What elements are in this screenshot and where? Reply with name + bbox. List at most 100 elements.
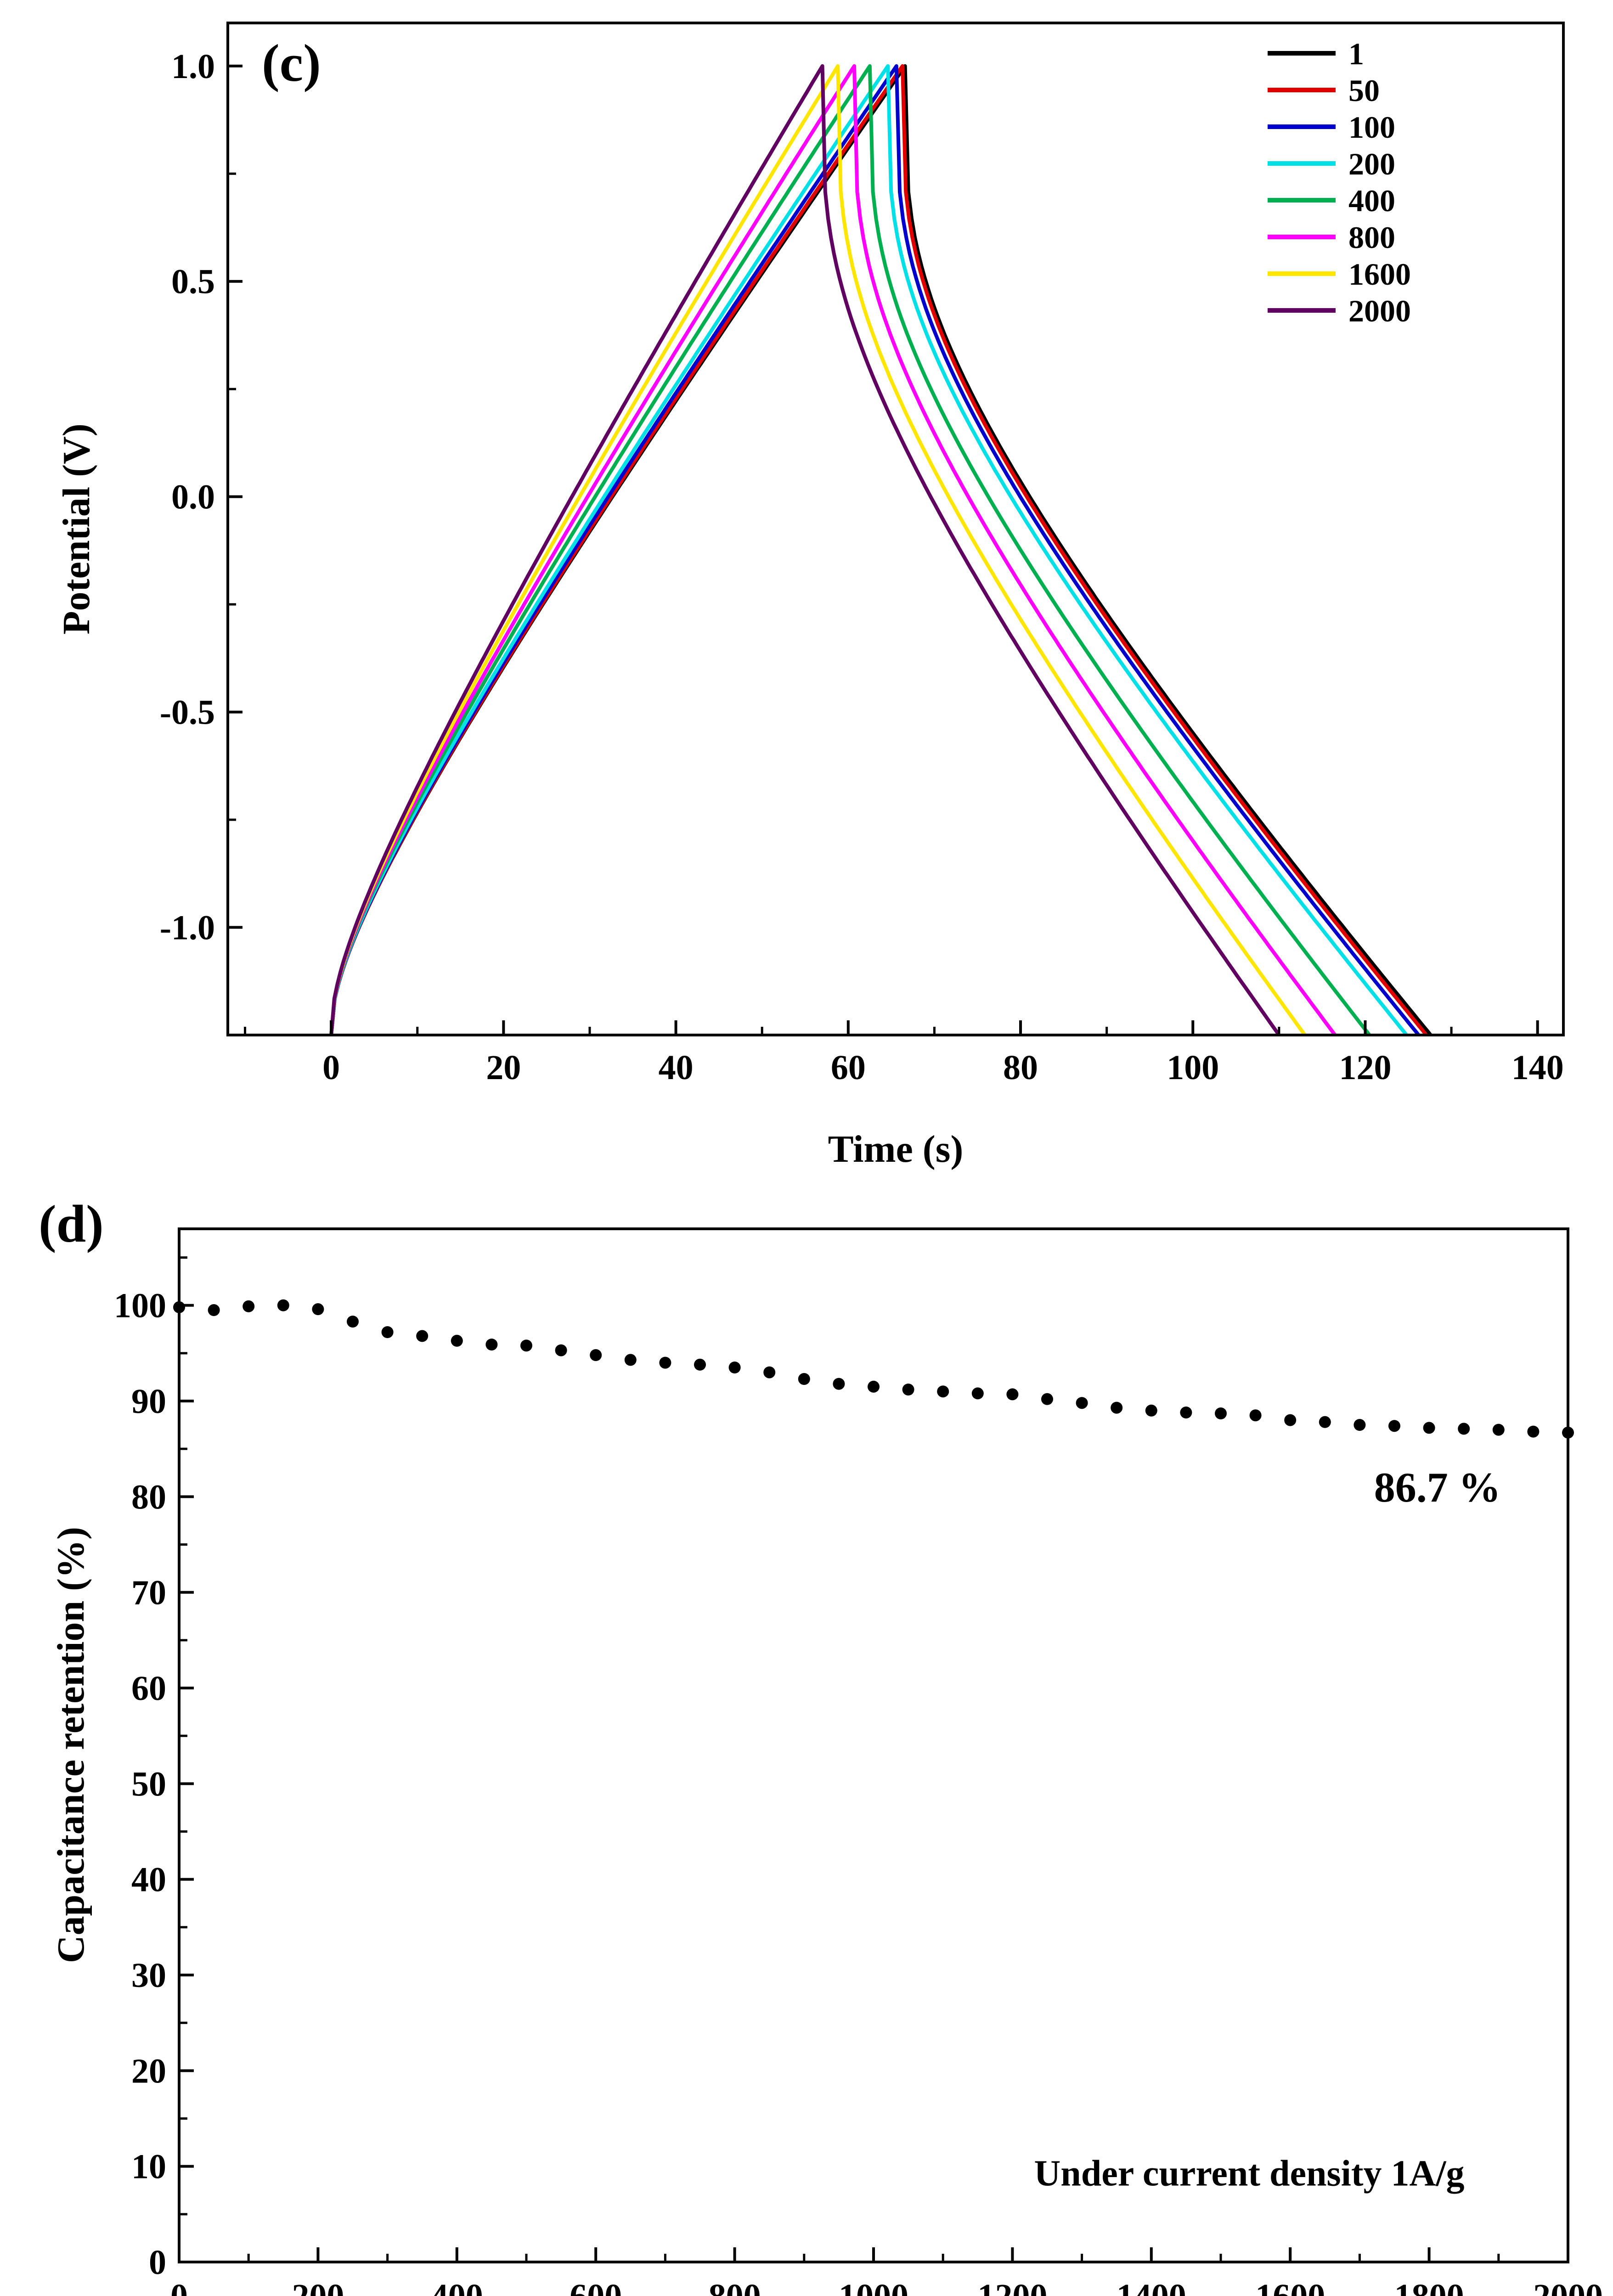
data-point xyxy=(451,1334,463,1347)
data-point xyxy=(1180,1407,1192,1418)
y-tick-label: 0 xyxy=(149,2243,166,2282)
panel-label-d: (d) xyxy=(39,1194,104,1254)
gcd-curve-200 xyxy=(329,64,1408,1035)
data-point xyxy=(1249,1409,1262,1422)
data-point xyxy=(798,1373,810,1385)
data-point xyxy=(937,1385,949,1398)
data-point xyxy=(1076,1397,1088,1409)
legend-label-800: 800 xyxy=(1348,220,1395,255)
data-point xyxy=(694,1358,706,1371)
gcd-curves xyxy=(329,64,1433,1035)
data-point xyxy=(347,1316,359,1328)
data-point xyxy=(763,1366,776,1379)
data-point xyxy=(277,1299,289,1311)
data-point xyxy=(485,1339,498,1351)
data-point xyxy=(1562,1426,1574,1439)
data-point xyxy=(1215,1407,1227,1419)
data-point xyxy=(1111,1401,1123,1414)
x-tick-label: 120 xyxy=(1339,1048,1391,1087)
gcd-curve-100 xyxy=(329,64,1420,1035)
data-point xyxy=(1354,1419,1366,1431)
gcd-chart-canvas: 0 20 40 60 80 100 120 1401.00.50.0-0.5-1.015010… xyxy=(160,22,1565,1087)
plot-border xyxy=(226,22,1565,1036)
y-tick-label: 0.5 xyxy=(171,263,215,301)
data-point xyxy=(659,1356,671,1369)
gcd-curve-800 xyxy=(329,64,1337,1035)
gcd-curve-1 xyxy=(329,64,1433,1035)
data-point xyxy=(902,1384,914,1396)
data-point xyxy=(1284,1414,1297,1426)
y-tick-label: -0.5 xyxy=(160,693,215,732)
data-point xyxy=(208,1304,220,1316)
data-point xyxy=(624,1354,637,1366)
y-tick-label: 50 xyxy=(131,1765,166,1803)
data-point xyxy=(1145,1404,1157,1417)
x-tick-label: 600 xyxy=(570,2277,622,2296)
y-tick-label: -1.0 xyxy=(160,909,215,947)
data-point xyxy=(971,1387,984,1400)
data-point xyxy=(520,1339,532,1352)
x-tick-label: 40 xyxy=(659,1048,694,1087)
retention-chart-canvas: 0 200 400 600 800 1000 1200 1400 1600 1800 2000 0 10… xyxy=(114,1227,1603,2296)
x-tick-label: 100 xyxy=(1167,1048,1219,1087)
y-tick-label: 10 xyxy=(131,2148,166,2186)
y-tick-label: 70 xyxy=(131,1574,166,1612)
x-axis-title-time: Time (s) xyxy=(828,1129,964,1171)
panel-label-c: (c) xyxy=(262,33,321,93)
x-tick-label: 1200 xyxy=(977,2277,1047,2296)
retention-points xyxy=(173,1299,1574,1439)
x-tick-label: 0 xyxy=(322,1048,340,1087)
data-point xyxy=(555,1344,567,1356)
legend-label-50: 50 xyxy=(1348,73,1380,108)
legend-label-200: 200 xyxy=(1348,146,1395,181)
data-point xyxy=(1458,1423,1470,1435)
legend-label-1600: 1600 xyxy=(1348,257,1411,292)
x-tick-label: 400 xyxy=(431,2277,483,2296)
data-point xyxy=(312,1303,324,1315)
y-tick-label: 90 xyxy=(131,1382,166,1421)
x-tick-label: 20 xyxy=(486,1048,521,1087)
gcd-curve-1600 xyxy=(329,64,1307,1035)
data-point xyxy=(416,1330,429,1342)
y-tick-label: 40 xyxy=(131,1861,166,1899)
annotation-test-condition: Under current density 1A/g xyxy=(1034,2153,1464,2194)
data-point xyxy=(1492,1424,1505,1436)
x-tick-label: 2000 xyxy=(1533,2277,1603,2296)
annotation-retention-value: 86.7 % xyxy=(1374,1464,1501,1511)
chart-c-panel: 0 20 40 60 80 100 120 140 1.0 0.5 0.0 -0.5 -1.0 1 50 10… xyxy=(56,22,1565,1171)
y-tick-label: 60 xyxy=(131,1669,166,1708)
x-tick-label: 200 xyxy=(292,2277,344,2296)
x-tick-label: 1400 xyxy=(1117,2277,1186,2296)
data-point xyxy=(173,1301,185,1313)
data-point xyxy=(590,1349,602,1361)
data-point xyxy=(833,1378,845,1390)
data-point xyxy=(243,1300,255,1312)
gcd-curve-2000 xyxy=(329,64,1281,1035)
y-tick-label: 20 xyxy=(131,2052,166,2090)
x-tick-label: 0 xyxy=(170,2277,188,2296)
x-tick-label: 1600 xyxy=(1255,2277,1325,2296)
data-point xyxy=(381,1326,394,1338)
data-point xyxy=(868,1380,880,1393)
y-tick-label: 1.0 xyxy=(171,47,215,86)
chart-d-panel: 0 200 400 600 800 1000 1200 1400 1600 1800 2000 0 10… xyxy=(0,1192,1613,2296)
gcd-curve-400 xyxy=(329,64,1371,1035)
y-axis-title-retention: Capacitance retention (%) xyxy=(51,1526,93,1964)
y-tick-label: 100 xyxy=(114,1287,166,1325)
x-tick-label: 1000 xyxy=(839,2277,908,2296)
legend-label-1: 1 xyxy=(1348,36,1364,71)
data-point xyxy=(1319,1416,1331,1428)
gcd-curve-50 xyxy=(329,64,1428,1035)
x-tick-label: 1800 xyxy=(1394,2277,1464,2296)
data-point xyxy=(1388,1420,1400,1432)
x-tick-label: 60 xyxy=(831,1048,866,1087)
x-tick-label: 800 xyxy=(709,2277,761,2296)
legend-label-2000: 2000 xyxy=(1348,293,1411,328)
y-axis-title-potential: Potential (V) xyxy=(56,423,98,635)
data-point xyxy=(1527,1425,1540,1438)
data-point xyxy=(1423,1422,1435,1434)
legend-label-400: 400 xyxy=(1348,183,1395,218)
y-tick-label: 30 xyxy=(131,1956,166,1995)
y-tick-label: 0.0 xyxy=(171,478,215,517)
